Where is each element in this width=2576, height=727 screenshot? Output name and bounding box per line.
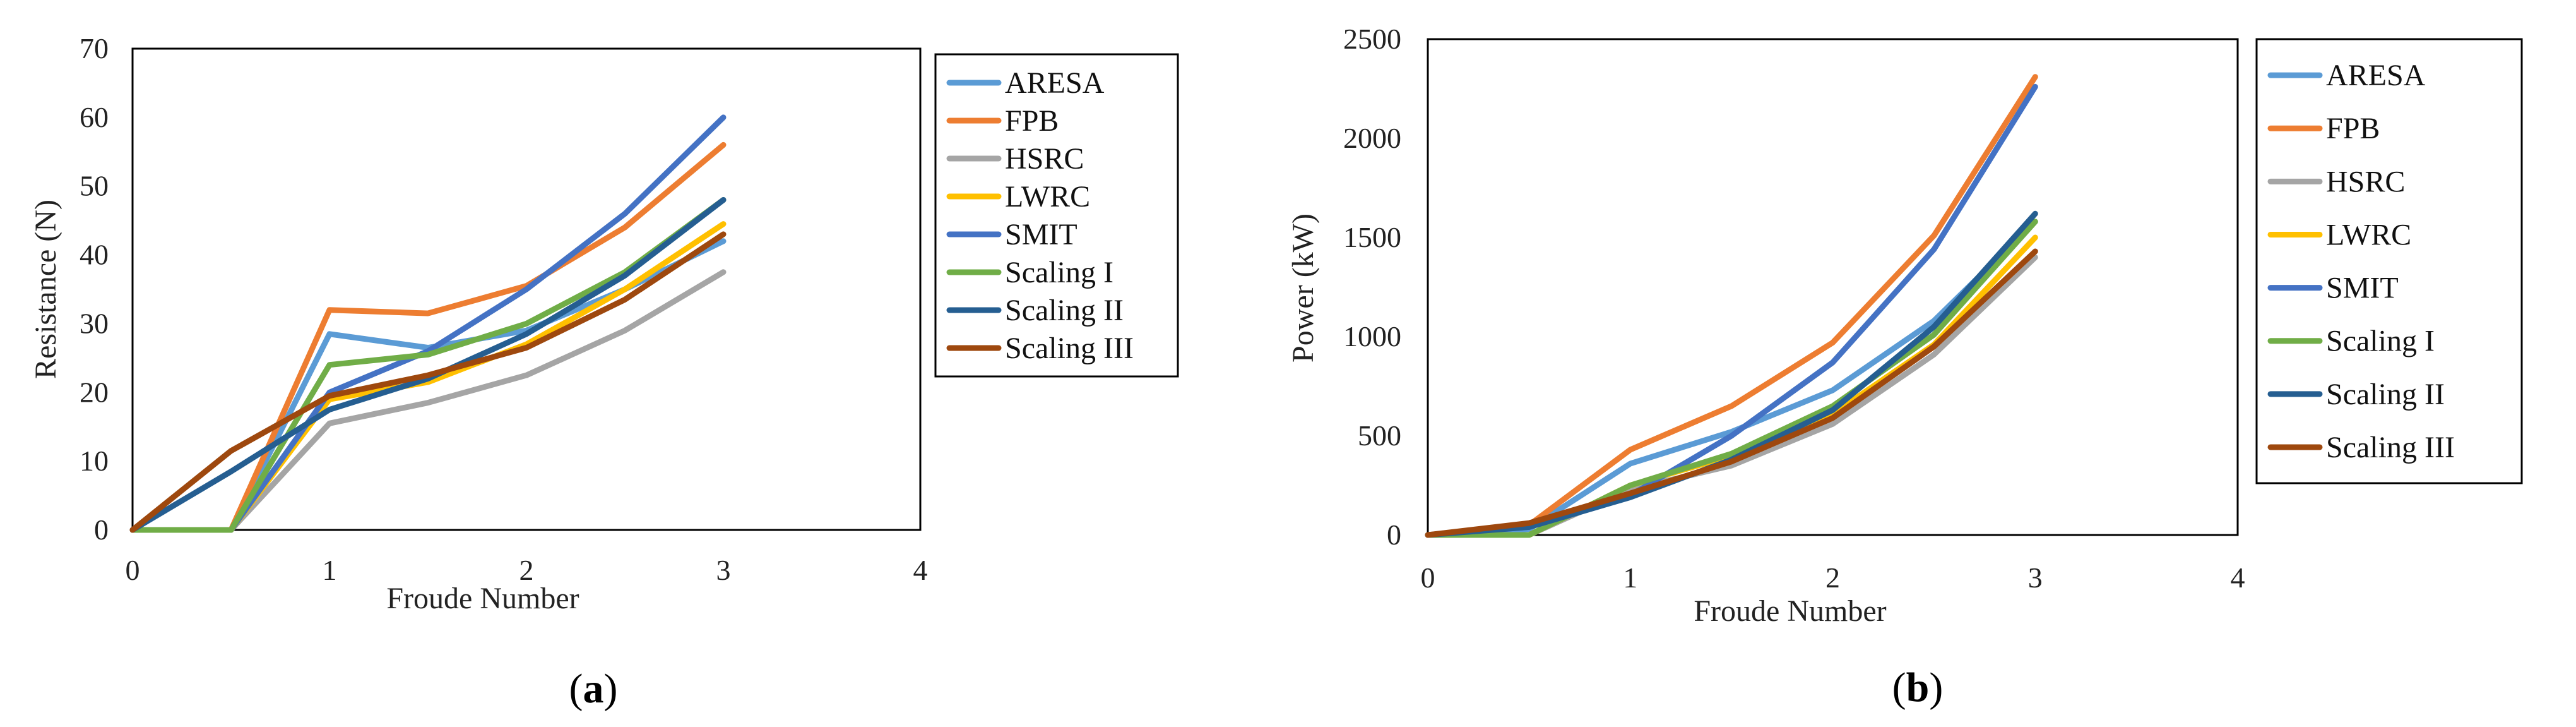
y-tick-label: 1500 — [1343, 221, 1401, 253]
legend-label: SMIT — [2326, 272, 2399, 305]
legend-box-a — [934, 53, 1179, 378]
x-tick-label: 0 — [126, 554, 140, 586]
series-lines-a — [129, 114, 727, 533]
x-tick-label: 2 — [519, 554, 534, 586]
legend-label: Scaling II — [1005, 294, 1124, 327]
legend-label: FPB — [1005, 104, 1059, 138]
chart-panel-b: 0 500 1000 1500 2000 2500 0 1 2 3 4 Froude Number… — [1286, 23, 2523, 711]
x-tick-label: 1 — [1623, 562, 1637, 594]
y-ticks-a: 0 10 20 30 40 50 60 70 — [80, 32, 109, 546]
legend-label: LWRC — [1005, 180, 1090, 213]
caption-a: (a) — [569, 666, 618, 712]
x-ticks-a: 0 1 2 3 4 — [126, 554, 928, 586]
y-tick-label: 500 — [1358, 419, 1401, 452]
x-tick-label: 1 — [323, 554, 337, 586]
legend-label: FPB — [2326, 112, 2380, 145]
x-tick-label: 0 — [1421, 562, 1435, 594]
legend-label: ARESA — [2326, 59, 2426, 92]
legend-label: Scaling I — [2326, 325, 2435, 358]
x-axis-label-a: Froude Number — [386, 582, 579, 615]
legend-b: ARESA FPB HSRC LWRC SMIT Scaling I Scaling II S… — [2267, 59, 2455, 464]
y-axis-label-a: Resistance (N) — [29, 200, 62, 379]
y-tick-label: 0 — [94, 514, 109, 546]
legend-label: SMIT — [1005, 218, 1077, 251]
x-ticks-b: 0 1 2 3 4 — [1421, 562, 2245, 594]
y-tick-label: 10 — [80, 445, 109, 477]
series-line-scaling-iii — [129, 231, 727, 533]
y-tick-label: 20 — [80, 376, 109, 408]
plot-area-b — [1427, 38, 2239, 536]
x-tick-label: 2 — [1825, 562, 1840, 594]
chart-panel-a: 0 10 20 30 40 50 60 70 0 1 2 3 4 Froude Number Resi… — [29, 32, 1179, 712]
y-tick-label: 50 — [80, 170, 109, 202]
y-tick-label: 2500 — [1343, 23, 1401, 55]
legend-a: ARESA FPB HSRC LWRC SMIT Scaling I Scaling II S… — [946, 66, 1134, 365]
legend-label: LWRC — [2326, 218, 2411, 251]
x-tick-label: 4 — [913, 554, 928, 586]
series-line-scaling-iii — [1425, 248, 2038, 538]
legend-label: Scaling I — [1005, 256, 1113, 289]
y-tick-label: 1000 — [1343, 320, 1401, 352]
y-ticks-b: 0 500 1000 1500 2000 2500 — [1343, 23, 1401, 551]
legend-label: Scaling III — [2326, 431, 2455, 464]
legend-label: Scaling II — [2326, 378, 2445, 411]
series-line-scaling-ii — [129, 197, 727, 533]
x-tick-label: 3 — [716, 554, 731, 586]
legend-label: HSRC — [2326, 165, 2405, 198]
legend-box-b — [2255, 38, 2523, 484]
legend-label: Scaling III — [1005, 332, 1134, 365]
legend-label: HSRC — [1005, 142, 1084, 176]
y-axis-label-b: Power (kW) — [1286, 213, 1320, 363]
x-tick-label: 4 — [2231, 562, 2245, 594]
x-axis-label-b: Froude Number — [1694, 594, 1886, 628]
y-tick-label: 40 — [80, 239, 109, 271]
y-tick-label: 30 — [80, 307, 109, 339]
legend-label: ARESA — [1005, 66, 1105, 100]
y-tick-label: 0 — [1387, 519, 1401, 551]
y-tick-label: 60 — [80, 101, 109, 133]
y-tick-label: 70 — [80, 32, 109, 64]
caption-b: (b) — [1892, 664, 1944, 711]
series-line-scaling-i — [1425, 219, 2038, 538]
series-lines-b — [1425, 74, 2038, 538]
x-tick-label: 3 — [2028, 562, 2043, 594]
y-tick-label: 2000 — [1343, 122, 1401, 154]
